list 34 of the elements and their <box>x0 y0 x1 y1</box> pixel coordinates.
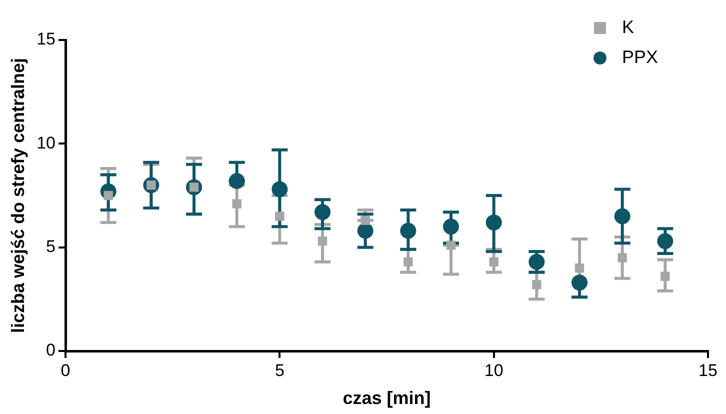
point <box>228 172 245 189</box>
point <box>400 222 416 239</box>
y-tick-label: 15 <box>36 30 56 49</box>
point <box>489 257 498 266</box>
point <box>574 263 584 273</box>
point <box>657 233 674 250</box>
point <box>532 280 542 290</box>
x-axis-title: czas [min] <box>342 388 431 408</box>
x-tick-label: 10 <box>484 360 504 380</box>
point <box>528 254 545 270</box>
point <box>318 236 328 246</box>
point <box>443 218 460 235</box>
point <box>360 216 370 225</box>
point <box>446 240 456 250</box>
point <box>314 204 331 220</box>
point <box>272 181 288 198</box>
x-tick-label: 15 <box>698 360 718 380</box>
point <box>232 199 242 208</box>
point <box>614 208 630 224</box>
y-tick-label: 5 <box>46 237 56 256</box>
y-tick-label: 10 <box>36 133 56 152</box>
y-tick-label: 0 <box>46 340 56 360</box>
point <box>275 212 284 221</box>
point <box>357 222 374 239</box>
point <box>660 272 670 281</box>
legend-label: PPX <box>622 46 658 67</box>
point <box>404 257 413 266</box>
point <box>486 214 502 230</box>
x-tick-label: 0 <box>60 360 70 380</box>
point <box>618 253 627 262</box>
y-axis-title: liczba wejść do strefy centralnej <box>8 58 28 334</box>
legend-label: K <box>622 16 634 37</box>
x-tick-label: 5 <box>274 360 284 380</box>
point <box>572 274 588 291</box>
